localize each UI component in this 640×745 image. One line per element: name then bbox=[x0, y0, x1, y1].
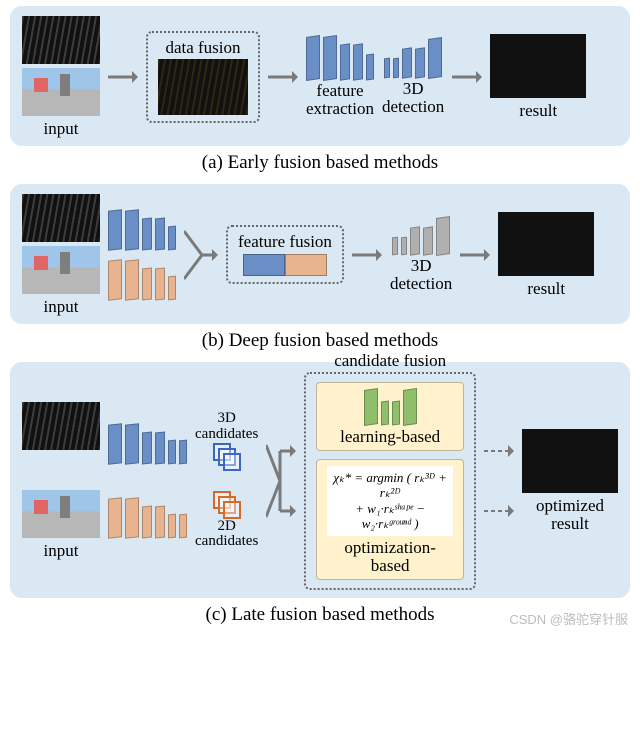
cand-fusion-title: candidate fusion bbox=[334, 352, 446, 370]
cand2d-label: 2D candidates bbox=[195, 519, 258, 551]
arrow-a1 bbox=[108, 69, 138, 85]
camera-thumb-b bbox=[22, 246, 100, 294]
feat-bars-a bbox=[306, 36, 374, 80]
arrow-a3 bbox=[452, 69, 482, 85]
input-thumbs-b bbox=[22, 194, 100, 294]
input-label-a: input bbox=[44, 120, 79, 138]
panel-late-fusion: input 3D candidates 2D ca bbox=[10, 362, 630, 598]
learning-subbox: learning-based bbox=[316, 382, 464, 451]
bot-bars-c bbox=[108, 498, 187, 538]
fused-thumb-a bbox=[158, 59, 248, 115]
panel-c-row: input 3D candidates 2D ca bbox=[22, 372, 618, 590]
candidate-col: 3D candidates 2D candidates bbox=[195, 372, 258, 590]
input-label-c: input bbox=[44, 542, 79, 560]
result-thumb-b bbox=[498, 212, 594, 276]
camera-thumb-c bbox=[22, 490, 100, 538]
input-thumbs-a bbox=[22, 16, 100, 116]
watermark: CSDN @骆驼穿针服 bbox=[509, 609, 628, 628]
caption-a: (a) Early fusion based methods bbox=[0, 152, 640, 174]
det-bars-b bbox=[392, 217, 450, 255]
formula-l2: + w₁·rₖˢʰᵃᵖᵉ − w₂·rₖᵍʳᵒᵘⁿᵈ ) bbox=[333, 501, 447, 532]
lidar-thumb bbox=[22, 16, 100, 64]
input-col-b: input bbox=[22, 194, 100, 316]
opt-formula: χₖ* = argmin ( rₖ³ᴰ + rₖ²ᴰ + w₁·rₖˢʰᵃᵖᵉ … bbox=[327, 466, 453, 536]
feature-fusion-box: feature fusion bbox=[226, 225, 344, 284]
optimization-subbox: χₖ* = argmin ( rₖ³ᴰ + rₖ²ᴰ + w₁·rₖˢʰᵃᵖᵉ … bbox=[316, 459, 464, 580]
panel-b-row: input feature fusion 3D detection bbox=[22, 194, 618, 316]
top-bars-b bbox=[108, 210, 176, 250]
arrow-a2 bbox=[268, 69, 298, 85]
bot-bars-b bbox=[108, 260, 176, 300]
learning-label: learning-based bbox=[340, 428, 440, 446]
two-branch-bars-c bbox=[108, 372, 187, 590]
fusion-bar bbox=[243, 254, 327, 276]
cand3d-icon bbox=[213, 443, 241, 471]
caption-c-wrap: (c) Late fusion based methods CSDN @骆驼穿针… bbox=[0, 604, 640, 626]
result-thumb-c bbox=[522, 429, 618, 493]
opt-label: optimization-based bbox=[327, 539, 453, 575]
result-col-a: result bbox=[490, 34, 586, 120]
detection-a: 3D detection bbox=[382, 38, 444, 116]
result-label-c: optimized result bbox=[536, 497, 604, 533]
result-label-a: result bbox=[519, 102, 557, 120]
lidar-thumb-c bbox=[22, 402, 100, 450]
arrow-b3 bbox=[460, 247, 490, 263]
cand2d-icon bbox=[213, 491, 241, 519]
formula-l1: χₖ* = argmin ( rₖ³ᴰ + rₖ²ᴰ bbox=[333, 470, 447, 501]
panel-early-fusion: input data fusion feature extraction 3D … bbox=[10, 6, 630, 146]
input-thumbs-c bbox=[22, 402, 100, 538]
input-col-a: input bbox=[22, 16, 100, 138]
top-bars-c bbox=[108, 424, 187, 464]
caption-c: (c) Late fusion based methods bbox=[206, 604, 435, 625]
arrow-c-merge bbox=[266, 372, 296, 590]
result-col-b: result bbox=[498, 212, 594, 298]
feature-extraction-a: feature extraction bbox=[306, 36, 374, 118]
input-label-b: input bbox=[44, 298, 79, 316]
two-branch-bars-b bbox=[108, 210, 176, 300]
arrow-b-merge bbox=[184, 215, 218, 295]
feature-fusion-title: feature fusion bbox=[238, 233, 332, 251]
detection-b: 3D detection bbox=[390, 217, 452, 293]
cand3d-block: 3D candidates bbox=[195, 411, 258, 471]
arrow-c-out bbox=[484, 372, 514, 590]
caption-b: (b) Deep fusion based methods bbox=[0, 330, 640, 352]
panel-a-row: input data fusion feature extraction 3D … bbox=[22, 16, 618, 138]
result-label-b: result bbox=[527, 280, 565, 298]
data-fusion-title: data fusion bbox=[165, 39, 240, 57]
panel-deep-fusion: input feature fusion 3D detection bbox=[10, 184, 630, 324]
feat-label-a: feature extraction bbox=[306, 82, 374, 118]
cand2d-block: 2D candidates bbox=[195, 491, 258, 551]
result-col-c: optimized result bbox=[522, 372, 618, 590]
data-fusion-box: data fusion bbox=[146, 31, 260, 124]
lidar-thumb-b bbox=[22, 194, 100, 242]
det-label-b: 3D detection bbox=[390, 257, 452, 293]
det-bars-a bbox=[384, 38, 442, 78]
fusion-left bbox=[243, 254, 285, 276]
input-col-c: input bbox=[22, 372, 100, 590]
camera-thumb bbox=[22, 68, 100, 116]
candidate-fusion-box: candidate fusion learning-based χₖ* = ar… bbox=[304, 372, 476, 590]
cand3d-label: 3D candidates bbox=[195, 411, 258, 443]
result-thumb-a bbox=[490, 34, 586, 98]
det-label-a: 3D detection bbox=[382, 80, 444, 116]
fusion-right bbox=[285, 254, 327, 276]
arrow-b2 bbox=[352, 247, 382, 263]
learn-bars bbox=[364, 389, 417, 425]
